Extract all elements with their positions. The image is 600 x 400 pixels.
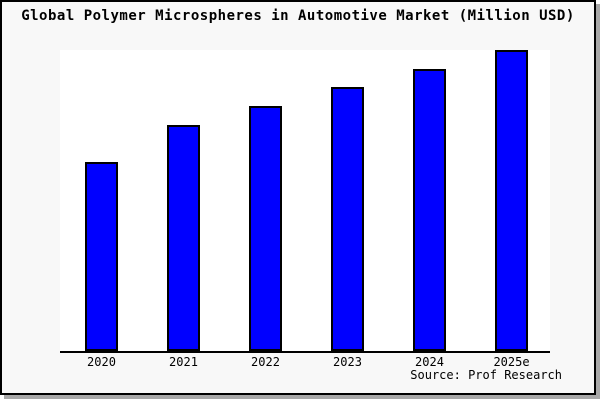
- bar-2020: [85, 162, 118, 351]
- bar-2021: [167, 125, 200, 351]
- x-tick-label-2023: 2023: [333, 355, 362, 369]
- bar-2023: [331, 87, 364, 351]
- x-tick-label-2022: 2022: [251, 355, 280, 369]
- bar-2022: [249, 106, 282, 351]
- x-tick-label-2025e: 2025e: [493, 355, 530, 369]
- bar-2024: [413, 69, 446, 351]
- bar-2025e: [495, 50, 528, 351]
- x-tick-label-2021: 2021: [169, 355, 198, 369]
- plot-area: [60, 50, 550, 353]
- x-tick-label-2020: 2020: [87, 355, 116, 369]
- x-tick-label-2024: 2024: [415, 355, 444, 369]
- source-label: Source: Prof Research: [410, 368, 562, 382]
- chart-title: Global Polymer Microspheres in Automotiv…: [21, 8, 575, 24]
